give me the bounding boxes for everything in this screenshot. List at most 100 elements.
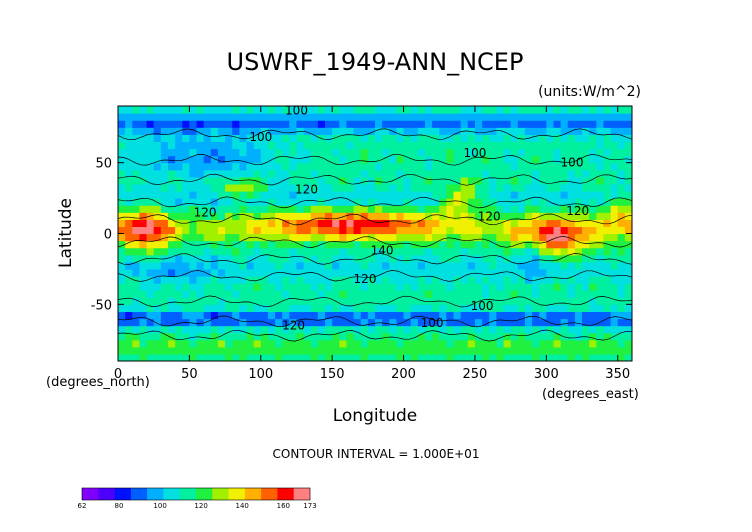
- field-cell: [353, 198, 362, 206]
- field-cell: [582, 283, 590, 291]
- field-cell: [260, 276, 269, 284]
- field-cell: [624, 318, 632, 327]
- field-cell: [524, 148, 533, 157]
- field-cell: [546, 304, 555, 313]
- field-cell: [617, 176, 626, 185]
- field-cell: [125, 325, 133, 334]
- field-cell: [389, 219, 398, 228]
- field-cell: [310, 127, 319, 135]
- field-cell: [496, 318, 505, 327]
- field-cell: [317, 162, 326, 171]
- field-cell: [403, 254, 412, 263]
- field-cell: [310, 176, 319, 185]
- field-cell: [560, 353, 569, 361]
- field-cell: [275, 106, 283, 114]
- field-cell: [203, 212, 212, 220]
- field-cell: [546, 141, 555, 150]
- field-cell: [167, 325, 176, 334]
- field-cell: [574, 141, 583, 150]
- field-cell: [474, 311, 483, 320]
- field-cell: [346, 155, 355, 164]
- field-cell: [160, 191, 169, 199]
- field-cell: [132, 148, 141, 157]
- field-cell: [132, 113, 141, 121]
- field-cell: [375, 205, 383, 213]
- field-cell: [482, 205, 490, 213]
- field-cell: [210, 169, 219, 178]
- field-cell: [389, 311, 398, 320]
- field-cell: [524, 205, 533, 213]
- colorbar-segment: [143, 488, 148, 500]
- field-cell: [582, 318, 590, 327]
- field-cell: [382, 155, 390, 164]
- contour-line: [118, 173, 632, 186]
- field-cell: [232, 226, 240, 235]
- field-cell: [446, 304, 455, 313]
- field-cell: [132, 297, 141, 305]
- field-cell: [532, 226, 540, 235]
- field-cell: [382, 254, 390, 263]
- field-cell: [296, 141, 305, 150]
- field-cell: [560, 290, 569, 298]
- field-cell: [503, 339, 512, 348]
- field-cell: [489, 113, 497, 121]
- colorbar-segment: [269, 488, 274, 500]
- field-cell: [510, 127, 519, 135]
- field-cell: [189, 148, 198, 157]
- field-cell: [567, 261, 576, 270]
- field-cell: [610, 304, 619, 313]
- field-cell: [410, 233, 419, 242]
- field-cell: [574, 176, 583, 185]
- field-cell: [332, 254, 340, 263]
- field-cell: [118, 254, 126, 263]
- field-cell: [239, 318, 248, 327]
- field-cell: [489, 141, 497, 150]
- field-cell: [410, 297, 419, 305]
- field-cell: [289, 311, 298, 320]
- field-cell: [617, 318, 626, 327]
- field-cell: [453, 141, 462, 150]
- field-cell: [610, 183, 619, 192]
- field-cell: [567, 106, 576, 114]
- field-cell: [346, 198, 355, 206]
- field-cell: [439, 113, 447, 121]
- field-cell: [396, 148, 405, 157]
- field-cell: [460, 226, 469, 235]
- field-cell: [617, 219, 626, 228]
- field-cell: [539, 283, 547, 291]
- field-cell: [503, 106, 512, 114]
- field-cell: [189, 254, 198, 263]
- field-cell: [210, 134, 219, 143]
- field-cell: [282, 198, 290, 206]
- field-cell: [603, 297, 612, 305]
- field-cell: [439, 268, 447, 277]
- x-axis-ticks: 0 50 100 150 200 250 300 350: [114, 106, 630, 382]
- field-cell: [624, 353, 632, 361]
- field-cell: [496, 198, 505, 206]
- field-cell: [596, 353, 605, 361]
- field-cell: [403, 353, 412, 361]
- field-cell: [210, 233, 219, 242]
- field-cell: [382, 268, 390, 277]
- field-cell: [453, 233, 462, 242]
- field-cell: [410, 276, 419, 284]
- field-cell: [196, 198, 205, 206]
- field-cell: [532, 353, 540, 361]
- field-cell: [524, 346, 533, 355]
- field-cell: [453, 113, 462, 121]
- field-cell: [432, 290, 440, 298]
- field-cell: [503, 261, 512, 270]
- field-cell: [446, 276, 455, 284]
- field-cell: [560, 261, 569, 270]
- field-cell: [460, 276, 469, 284]
- field-cell: [217, 212, 226, 220]
- field-cell: [175, 283, 183, 291]
- field-cell: [517, 325, 526, 334]
- field-cell: [153, 148, 162, 157]
- field-cell: [589, 106, 597, 114]
- field-cell: [603, 276, 612, 284]
- field-cell: [532, 325, 540, 334]
- field-cell: [267, 162, 276, 171]
- field-cell: [439, 169, 447, 178]
- field-cell: [610, 134, 619, 143]
